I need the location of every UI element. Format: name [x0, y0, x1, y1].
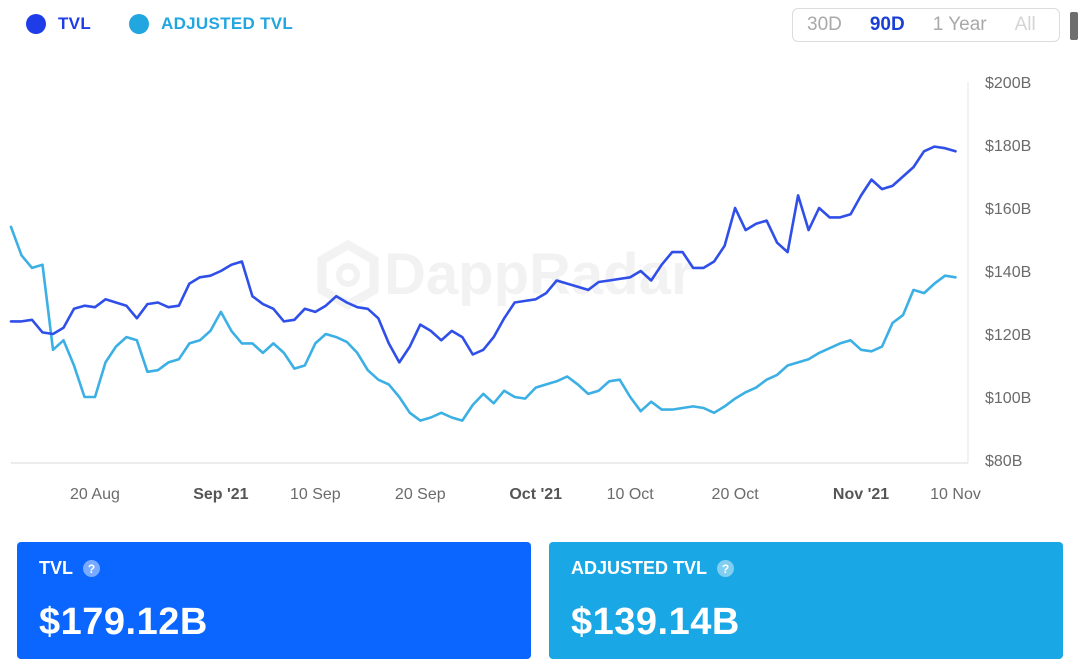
x-tick-label: 20 Sep: [395, 486, 446, 503]
x-tick-label: 10 Sep: [290, 486, 341, 503]
tvl-card-value: $179.12B: [39, 601, 208, 643]
adjusted-tvl-card-title: ADJUSTED TVL: [571, 558, 708, 578]
range-button-30d[interactable]: 30D: [807, 14, 842, 35]
dappradar-watermark: DappRadar: [317, 239, 693, 311]
legend-item-adjusted-tvl[interactable]: ADJUSTED TVL: [129, 14, 293, 34]
tvl-series-line: [9, 145, 957, 364]
adjusted-tvl-card: ADJUSTED TVL ? $139.14B: [549, 542, 1063, 659]
y-tick-label: $100B: [985, 390, 1031, 407]
series-lines: [9, 145, 957, 422]
y-tick-label: $80B: [985, 453, 1022, 470]
question-circle-icon[interactable]: ?: [717, 560, 735, 577]
tvl-line-chart: DappRadar $200B $180B $160B $140B $120B $100B…: [9, 75, 1031, 503]
legend-item-tvl[interactable]: TVL: [26, 14, 91, 34]
legend-label-adjusted-tvl: ADJUSTED TVL: [161, 14, 294, 33]
x-axis-ticks: 20 Aug Sep '21 10 Sep 20 Sep Oct '21 10 Oct 20…: [70, 486, 981, 503]
x-tick-label: 10 Oct: [607, 486, 655, 503]
x-tick-label: 20 Aug: [70, 486, 120, 503]
x-tick-label: 10 Nov: [930, 486, 981, 503]
x-tick-label: 20 Oct: [712, 486, 760, 503]
tvl-card: TVL ? $179.12B: [17, 542, 531, 659]
adjusted-tvl-series-line: [9, 225, 957, 422]
dappradar-logo-icon: [317, 239, 379, 311]
range-button-90d[interactable]: 90D: [869, 14, 905, 35]
y-tick-label: $120B: [985, 327, 1031, 344]
adjusted-tvl-card-value: $139.14B: [571, 601, 740, 643]
range-button-all[interactable]: All: [1014, 14, 1036, 35]
legend-dot-tvl: [26, 14, 46, 34]
legend-label-tvl: TVL: [58, 14, 92, 33]
y-tick-label: $200B: [985, 75, 1031, 92]
legend-dot-adjusted-tvl: [129, 14, 150, 34]
y-axis-ticks: $200B $180B $160B $140B $120B $100B $80B: [985, 75, 1031, 470]
x-tick-label: Sep '21: [193, 486, 248, 503]
x-tick-label: Oct '21: [509, 486, 562, 503]
range-button-1-year[interactable]: 1 Year: [932, 14, 987, 35]
tvl-card-title: TVL: [39, 558, 73, 578]
y-tick-label: $160B: [985, 201, 1031, 218]
x-tick-label: Nov '21: [833, 486, 889, 503]
question-circle-icon[interactable]: ?: [83, 560, 100, 577]
chart-legend: TVL ADJUSTED TVL: [26, 14, 331, 34]
time-range-selector: 30D 90D 1 Year All: [792, 8, 1060, 42]
y-tick-label: $140B: [985, 264, 1031, 281]
y-tick-label: $180B: [985, 138, 1031, 155]
scrollbar-thumb[interactable]: [1070, 12, 1078, 40]
